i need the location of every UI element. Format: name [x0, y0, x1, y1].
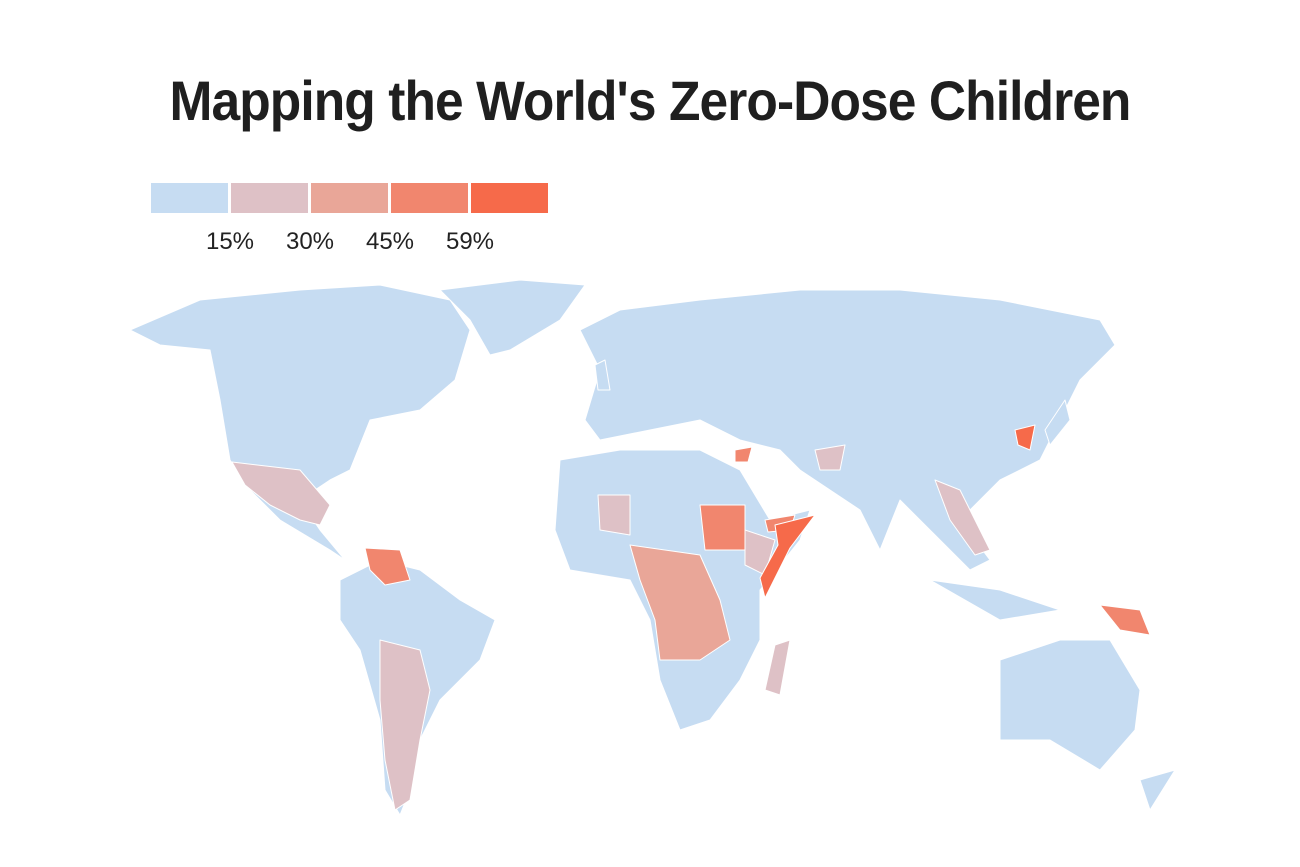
region-indonesia	[929, 579, 1061, 621]
legend-tick: 15%	[205, 228, 255, 255]
region-somalia	[759, 514, 816, 599]
region-papua-new-guinea	[1099, 604, 1151, 636]
region-australia	[999, 639, 1141, 771]
legend-tick: 30%	[285, 228, 335, 255]
region-eurasia	[579, 289, 1116, 571]
legend-swatch-4	[391, 183, 468, 213]
legend-swatch-2	[231, 183, 308, 213]
legend-swatch-1	[151, 183, 228, 213]
region-japan	[1044, 399, 1071, 446]
region-north-korea	[1014, 424, 1036, 451]
legend-tick: 59%	[445, 228, 495, 255]
region-venezuela	[364, 547, 411, 586]
region-southeast-asia	[934, 479, 991, 556]
legend-swatch-3	[311, 183, 388, 213]
region-syria	[734, 446, 753, 463]
legend-swatch-5	[471, 183, 548, 213]
color-legend	[151, 183, 548, 213]
region-afghanistan	[814, 444, 846, 471]
region-central-africa	[629, 544, 731, 661]
region-sudan	[699, 504, 746, 551]
region-sahel	[597, 494, 631, 536]
region-madagascar	[764, 639, 791, 696]
region-greenland	[439, 279, 586, 356]
region-southern-cone	[379, 639, 431, 811]
region-uk	[594, 359, 611, 391]
page-title: Mapping the World's Zero-Dose Children	[169, 69, 1132, 132]
legend-tick: 45%	[365, 228, 415, 255]
region-mexico	[231, 461, 331, 526]
region-new-zealand	[1139, 769, 1176, 811]
